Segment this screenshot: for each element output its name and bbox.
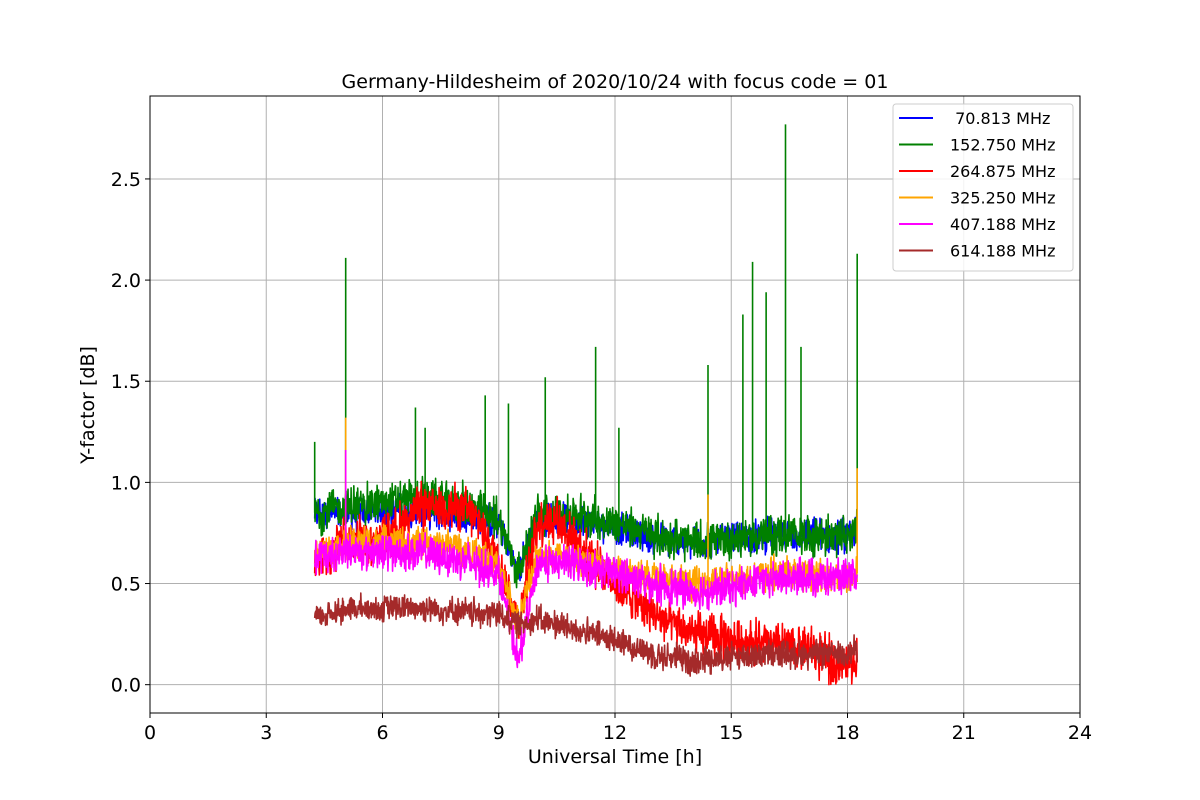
y-axis-title: Y-factor [dB] — [77, 346, 99, 465]
ticks: 0 3 6 9 12 15 18 21 24 0.0 0.5 1.0 1.5 2.0 2.5 — [111, 169, 1092, 744]
legend-box — [892, 103, 1074, 272]
legend-label: 70.813 MHz — [950, 109, 1050, 128]
x-axis-title: Universal Time [h] — [528, 746, 702, 768]
y-tick-label: 0.5 — [111, 574, 141, 596]
series-5 — [313, 450, 858, 669]
x-tick-label: 15 — [719, 722, 743, 744]
y-tick-label: 2.0 — [111, 270, 141, 292]
chart-title: Germany-Hildesheim of 2020/10/24 with fo… — [342, 71, 889, 93]
y-tick-label: 1.0 — [111, 472, 141, 494]
series-line — [313, 124, 858, 589]
y-tick-label: 1.5 — [111, 371, 141, 393]
x-tick-label: 12 — [603, 722, 627, 744]
x-tick-label: 18 — [835, 722, 859, 744]
series-2 — [313, 124, 858, 589]
x-tick-label: 9 — [493, 722, 505, 744]
series-layer — [313, 124, 858, 686]
legend: 70.813 MHz 152.750 MHz 264.875 MHz 325.250 … — [892, 103, 1074, 272]
x-tick-label: 24 — [1068, 722, 1092, 744]
series-line — [313, 450, 858, 669]
legend-label: 325.250 MHz — [950, 189, 1055, 208]
x-tick-label: 3 — [260, 722, 272, 744]
x-tick-label: 21 — [952, 722, 976, 744]
legend-label: 407.188 MHz — [950, 215, 1055, 234]
legend-label: 264.875 MHz — [950, 162, 1055, 181]
x-tick-label: 6 — [376, 722, 388, 744]
series-6 — [313, 592, 858, 677]
series-line — [313, 592, 858, 677]
x-tick-label: 0 — [144, 722, 156, 744]
y-tick-label: 0.0 — [111, 675, 141, 697]
legend-label: 152.750 MHz — [950, 136, 1055, 155]
y-tick-label: 2.5 — [111, 169, 141, 191]
legend-label: 614.188 MHz — [950, 242, 1055, 261]
